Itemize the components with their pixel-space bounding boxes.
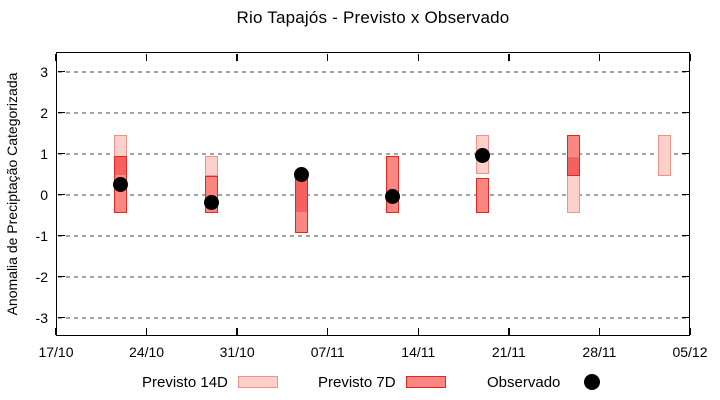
bar-outline-7d bbox=[476, 178, 490, 213]
x-tick-top bbox=[598, 53, 601, 61]
x-tick-bottom bbox=[326, 327, 329, 335]
y-tick-left bbox=[57, 193, 65, 196]
observed-point bbox=[384, 189, 400, 205]
x-tick-label: 21/11 bbox=[491, 344, 526, 360]
y-tick-label: 2 bbox=[40, 104, 48, 121]
observed-point bbox=[203, 195, 219, 211]
y-tick-left bbox=[57, 70, 65, 73]
x-tick-label: 14/11 bbox=[401, 344, 436, 360]
y-tick-label: 0 bbox=[40, 186, 48, 203]
bar-segment-p14 bbox=[204, 155, 218, 177]
x-tick-bottom bbox=[508, 327, 510, 335]
y-tick-left bbox=[57, 111, 65, 114]
legend-item-previsto-14d: Previsto 14D bbox=[142, 372, 278, 392]
gridline bbox=[58, 316, 688, 319]
x-tick-label: 24/10 bbox=[129, 344, 165, 360]
bar-segment-p7 bbox=[567, 135, 581, 156]
legend-item-observado: Observado bbox=[487, 372, 601, 392]
x-tick-top bbox=[145, 53, 148, 61]
x-tick-label: 17/10 bbox=[38, 344, 74, 360]
y-tick-label: -3 bbox=[35, 309, 48, 326]
observed-point bbox=[113, 176, 129, 192]
bar-outline-14d bbox=[204, 155, 218, 177]
y-tick-label: -1 bbox=[35, 227, 48, 244]
y-tick-left bbox=[57, 316, 65, 319]
x-tick-label: 31/10 bbox=[219, 344, 255, 360]
y-tick-right bbox=[681, 275, 689, 278]
x-tick-bottom bbox=[689, 327, 691, 335]
y-tick-right bbox=[681, 234, 689, 237]
y-tick-right bbox=[681, 316, 689, 319]
x-tick-label: 28/11 bbox=[582, 344, 617, 360]
bar-outline-7d bbox=[567, 135, 581, 177]
y-tick-label: 3 bbox=[40, 63, 48, 80]
bar-segment-p7 bbox=[476, 178, 490, 213]
bar-segment-overlap bbox=[567, 155, 581, 177]
gridline bbox=[58, 152, 688, 155]
observed-point bbox=[475, 148, 491, 164]
y-tick-right bbox=[681, 70, 689, 73]
bar-outline-7d bbox=[295, 176, 309, 234]
y-tick-left bbox=[57, 275, 65, 278]
x-tick-label: 05/12 bbox=[672, 344, 708, 360]
bar-segment-p14 bbox=[114, 135, 128, 156]
y-tick-label: -2 bbox=[35, 268, 48, 285]
observed-point bbox=[294, 166, 310, 182]
plot-frame bbox=[56, 52, 690, 336]
legend-label-observado: Observado bbox=[487, 373, 561, 391]
bar-segment-p7 bbox=[295, 212, 309, 234]
legend-swatch-previsto-7d bbox=[405, 376, 446, 388]
x-tick-top bbox=[236, 53, 238, 61]
y-tick-right bbox=[681, 193, 689, 196]
bar-outline-14d bbox=[567, 155, 581, 213]
bar-outline-7d bbox=[204, 176, 218, 213]
y-tick-left bbox=[57, 152, 65, 155]
gridline bbox=[58, 193, 688, 196]
legend-label-previsto-7d: Previsto 7D bbox=[318, 373, 396, 391]
x-tick-top bbox=[689, 53, 691, 61]
bar-segment-overlap bbox=[114, 155, 128, 177]
x-tick-top bbox=[326, 53, 329, 61]
legend: Previsto 14D Previsto 7D Observado bbox=[0, 372, 720, 396]
x-tick-bottom bbox=[236, 327, 238, 335]
bar-segment-p14 bbox=[657, 135, 671, 177]
bar-segment-overlap bbox=[295, 176, 309, 213]
legend-marker-observado-dot bbox=[584, 374, 601, 390]
gridline bbox=[58, 234, 688, 237]
bar-segment-p14 bbox=[567, 176, 581, 213]
x-tick-top bbox=[417, 53, 420, 61]
x-tick-top bbox=[508, 53, 510, 61]
y-tick-label: 1 bbox=[40, 145, 48, 162]
y-tick-left bbox=[57, 234, 65, 237]
x-tick-label: 07/11 bbox=[310, 344, 345, 360]
chart-title: Rio Tapajós - Previsto x Observado bbox=[236, 8, 510, 27]
gridline bbox=[58, 275, 688, 278]
x-tick-bottom bbox=[417, 327, 420, 335]
x-tick-bottom bbox=[598, 327, 601, 335]
y-tick-right bbox=[681, 111, 689, 114]
y-tick-right bbox=[681, 152, 689, 155]
bar-outline-7d bbox=[385, 155, 399, 213]
legend-swatch-previsto-14d bbox=[237, 376, 278, 388]
bar-outline-14d bbox=[657, 135, 671, 177]
gridline bbox=[58, 70, 688, 73]
x-tick-bottom bbox=[145, 327, 148, 335]
gridline bbox=[58, 111, 688, 114]
legend-label-previsto-14d: Previsto 14D bbox=[142, 373, 228, 391]
legend-item-previsto-7d: Previsto 7D bbox=[318, 372, 446, 392]
